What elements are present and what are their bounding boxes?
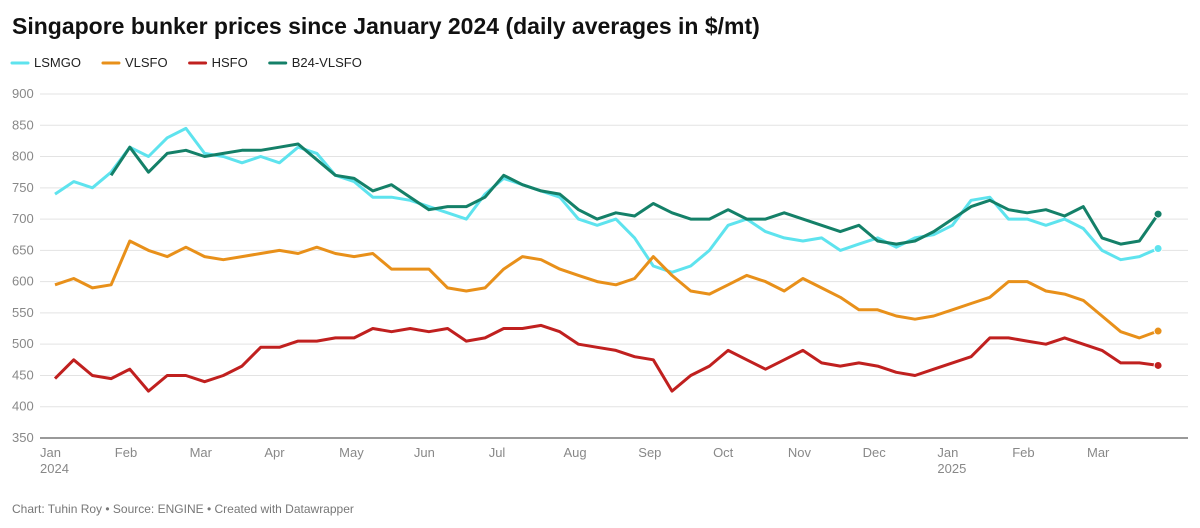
chart-title: Singapore bunker prices since January 20… [12,13,760,39]
x-tick-label: Oct [713,445,734,460]
y-tick-label: 350 [12,430,34,445]
series-line [54,239,1159,340]
y-tick-label: 500 [12,336,34,351]
x-tick-label: Nov [788,445,812,460]
y-tick-label: 400 [12,399,34,414]
x-tick-label: Mar [190,445,213,460]
y-tick-label: 550 [12,305,34,320]
x-tick-label: Mar [1087,445,1110,460]
legend-label: B24-VLSFO [292,55,362,70]
x-tick-label: Jan 2025 [937,445,966,476]
series-line [53,323,1159,393]
legend-label: HSFO [212,55,248,70]
legend-label: LSMGO [34,55,81,70]
x-tick-label: May [339,445,364,460]
y-tick-label: 650 [12,242,34,257]
y-tick-label: 800 [12,149,34,164]
x-tick-label: Jun [414,445,435,460]
end-dot [1153,243,1163,253]
y-tick-label: 450 [12,367,34,382]
x-tick-label: Aug [564,445,587,460]
x-tick-label: Apr [264,445,285,460]
y-tick-label: 900 [12,86,34,101]
y-tick-label: 700 [12,211,34,226]
y-tick-label: 600 [12,274,34,289]
footer: Chart: Tuhin Roy • Source: ENGINE • Crea… [12,502,354,516]
end-dot [1153,209,1163,219]
legend-label: VLSFO [125,55,168,70]
x-tick-label: Feb [1012,445,1034,460]
x-tick-label: Dec [863,445,887,460]
y-tick-label: 750 [12,180,34,195]
y-tick-label: 850 [12,117,34,132]
series-line [109,142,1160,246]
series-line [54,126,1159,274]
end-dot [1153,326,1163,336]
x-tick-label: Feb [115,445,137,460]
x-tick-label: Sep [638,445,661,460]
x-tick-label: Jan 2024 [40,445,69,476]
x-tick-label: Jul [489,445,506,460]
end-dot [1153,360,1163,370]
